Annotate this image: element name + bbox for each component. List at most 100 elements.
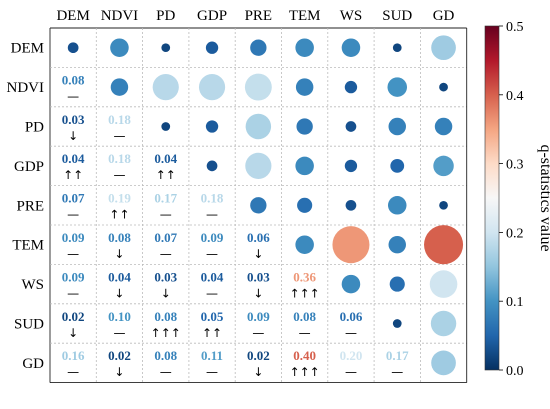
- q-circle-dem-gdp: [205, 41, 219, 54]
- q-circle-gdp-tem: [295, 156, 314, 176]
- q-circle-dem-pre: [250, 39, 267, 56]
- column-label-pd: PD: [156, 8, 175, 24]
- q-circle-pd-gdp: [205, 120, 219, 133]
- interaction-symbol-tem-dem: —: [67, 247, 79, 261]
- interaction-symbol-gd-sud: —: [391, 365, 403, 379]
- q-circle-dem-pd: [161, 43, 171, 53]
- interaction-symbol-gd-dem: —: [67, 365, 79, 379]
- colorbar-tick-label: 0.4: [506, 89, 524, 104]
- q-value-sud-dem: 0.02: [62, 309, 85, 324]
- q-value-gdp-dem: 0.04: [62, 151, 85, 166]
- q-value-gd-sud: 0.17: [386, 348, 409, 363]
- interaction-symbol-pre-dem: —: [67, 208, 79, 222]
- q-circle-pre-gd: [439, 200, 448, 210]
- q-value-sud-ws: 0.06: [340, 309, 363, 324]
- q-value-sud-ndvi: 0.10: [108, 309, 131, 324]
- q-circle-pre-ws: [345, 199, 357, 211]
- interaction-symbol-ws-ndvi: ↓: [114, 286, 124, 300]
- interaction-symbol-ws-gdp: —: [206, 286, 218, 300]
- q-value-tem-dem: 0.09: [62, 230, 85, 245]
- interaction-symbol-pd-ndvi: —: [113, 129, 125, 143]
- q-value-sud-gdp: 0.05: [201, 309, 224, 324]
- q-circle-sud-sud: [392, 319, 402, 328]
- column-label-dem: DEM: [56, 8, 89, 24]
- row-label-gdp: GDP: [14, 159, 44, 175]
- q-circle-gdp-gd: [433, 155, 454, 177]
- column-label-sud: SUD: [382, 8, 412, 24]
- q-circle-ws-sud: [389, 276, 405, 292]
- q-circle-pre-sud: [387, 196, 407, 215]
- q-value-pre-ndvi: 0.19: [108, 191, 131, 206]
- q-circle-dem-ndvi: [110, 38, 129, 57]
- q-value-gdp-ndvi: 0.18: [108, 151, 131, 166]
- interaction-symbol-gd-ws: —: [345, 365, 357, 379]
- q-circle-tem-tem: [295, 235, 314, 254]
- interaction-symbol-ndvi-dem: —: [67, 89, 79, 103]
- q-circle-dem-tem: [295, 38, 314, 57]
- matrix-grid: [49, 27, 468, 384]
- row-label-pd: PD: [25, 120, 44, 136]
- row-label-tem: TEM: [12, 238, 44, 254]
- column-label-tem: TEM: [289, 8, 321, 24]
- q-value-gd-ndvi: 0.02: [108, 348, 131, 363]
- interaction-symbol-gdp-ndvi: —: [113, 168, 125, 182]
- q-circle-pd-sud: [388, 117, 406, 136]
- q-circle-ndvi-tem: [295, 78, 314, 96]
- q-circle-pre-pre: [250, 197, 267, 214]
- q-circle-ndvi-sud: [387, 77, 408, 97]
- q-circle-tem-sud: [388, 235, 406, 254]
- row-labels: DEM NDVI PD GDP PRE TEM WS SUD GD: [7, 41, 45, 372]
- q-circle-gdp-ws: [344, 159, 358, 173]
- q-value-pd-ndvi: 0.18: [108, 112, 131, 127]
- interaction-symbol-tem-pd: —: [160, 247, 172, 261]
- colorbar-ticks: 0.0 0.1 0.2 0.3 0.4 0.5: [499, 20, 524, 379]
- colorbar-tick-label: 0.5: [506, 20, 524, 35]
- row-label-dem: DEM: [11, 41, 44, 57]
- interaction-symbol-sud-pre: —: [252, 326, 264, 340]
- column-label-ndvi: NDVI: [101, 8, 139, 24]
- interaction-symbol-sud-tem: —: [299, 326, 311, 340]
- colorbar-tick-label: 0.2: [506, 226, 524, 241]
- q-value-gd-tem: 0.40: [293, 348, 316, 363]
- q-circle-pd-ws: [345, 121, 357, 132]
- q-circle-dem-ws: [341, 38, 361, 57]
- q-circle-dem-sud: [392, 43, 402, 53]
- colorbar: 0.0 0.1 0.2 0.3 0.4 0.5 q-statistics value: [484, 20, 550, 379]
- row-label-pre: PRE: [16, 198, 44, 214]
- q-value-ndvi-dem: 0.08: [62, 72, 85, 87]
- q-circle-ndvi-ndvi: [110, 78, 129, 96]
- q-value-tem-pre: 0.06: [247, 230, 270, 245]
- q-value-pre-gdp: 0.18: [201, 191, 224, 206]
- q-value-pd-dem: 0.03: [62, 112, 85, 127]
- q-value-gd-gdp: 0.11: [201, 348, 223, 363]
- q-circle-pd-gd: [434, 117, 453, 136]
- q-circle-pd-pd: [161, 122, 171, 131]
- interaction-symbol-gdp-dem: ↑↑: [63, 168, 83, 182]
- colorbar-label: q-statistics value: [537, 144, 550, 251]
- column-label-pre: PRE: [245, 8, 273, 24]
- q-value-tem-ndvi: 0.08: [108, 230, 131, 245]
- interaction-symbol-sud-ws: —: [345, 326, 357, 340]
- interaction-symbol-gdp-pd: ↑↑: [156, 168, 176, 182]
- colorbar-tick-label: 0.1: [506, 295, 524, 310]
- interaction-symbol-ws-dem: —: [67, 286, 79, 300]
- q-circle-gdp-pre: [245, 152, 272, 179]
- colorbar-gradient: [484, 25, 500, 371]
- q-value-tem-gdp: 0.09: [201, 230, 224, 245]
- interaction-symbol-tem-gdp: —: [206, 247, 218, 261]
- q-circle-sud-gd: [430, 310, 457, 337]
- interaction-symbol-pre-ndvi: ↑↑: [109, 208, 129, 222]
- q-circle-ndvi-ws: [344, 80, 358, 94]
- q-circle-dem-dem: [67, 42, 79, 54]
- q-circle-ndvi-gd: [439, 82, 448, 92]
- interaction-symbol-pre-pd: —: [160, 208, 172, 222]
- q-value-ws-pd: 0.03: [154, 269, 177, 284]
- q-value-ws-tem: 0.36: [293, 269, 316, 284]
- interaction-symbol-gd-pd: —: [160, 365, 172, 379]
- q-circle-ndvi-gdp: [198, 74, 226, 101]
- colorbar-tick-label: 0.0: [506, 364, 524, 379]
- interaction-symbol-gd-tem: ↑↑↑: [290, 365, 320, 379]
- column-labels: DEM NDVI PD GDP PRE TEM WS SUD GD: [56, 8, 454, 24]
- interaction-symbol-tem-ndvi: ↓: [114, 247, 124, 261]
- q-value-ws-gdp: 0.04: [201, 269, 224, 284]
